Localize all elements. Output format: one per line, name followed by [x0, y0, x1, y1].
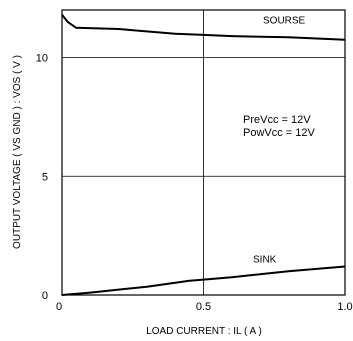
- condition-powvcc: PowVcc = 12V: [243, 127, 316, 139]
- x-axis-title: LOAD CURRENT : IL ( A ): [146, 326, 262, 337]
- series-lines: [61, 14, 346, 296]
- conditions-annotation: PreVcc = 12V PowVcc = 12V: [243, 114, 316, 139]
- series-labels: SOURSE SINK: [253, 16, 306, 266]
- grid-lines: [62, 10, 345, 295]
- series-label-sink: SINK: [253, 255, 277, 266]
- tick-labels: 0 0.5 1.0 5 10 0: [36, 53, 353, 314]
- series-label-sourse: SOURSE: [263, 16, 306, 27]
- series-line-sourse: [61, 14, 346, 41]
- x-tick-label: 0.5: [196, 301, 211, 313]
- y-tick-label-origin: 0: [42, 290, 48, 302]
- y-tick-label: 5: [42, 171, 48, 183]
- x-tick-label: 0: [56, 301, 62, 313]
- series-line-sink: [61, 265, 346, 296]
- condition-prevcc: PreVcc = 12V: [243, 114, 311, 126]
- x-tick-label: 1.0: [337, 301, 352, 313]
- y-axis-title: OUTPUT VOLTAGE ( VS GND ) : VOS ( V ): [12, 55, 23, 249]
- y-tick-label: 10: [36, 53, 48, 65]
